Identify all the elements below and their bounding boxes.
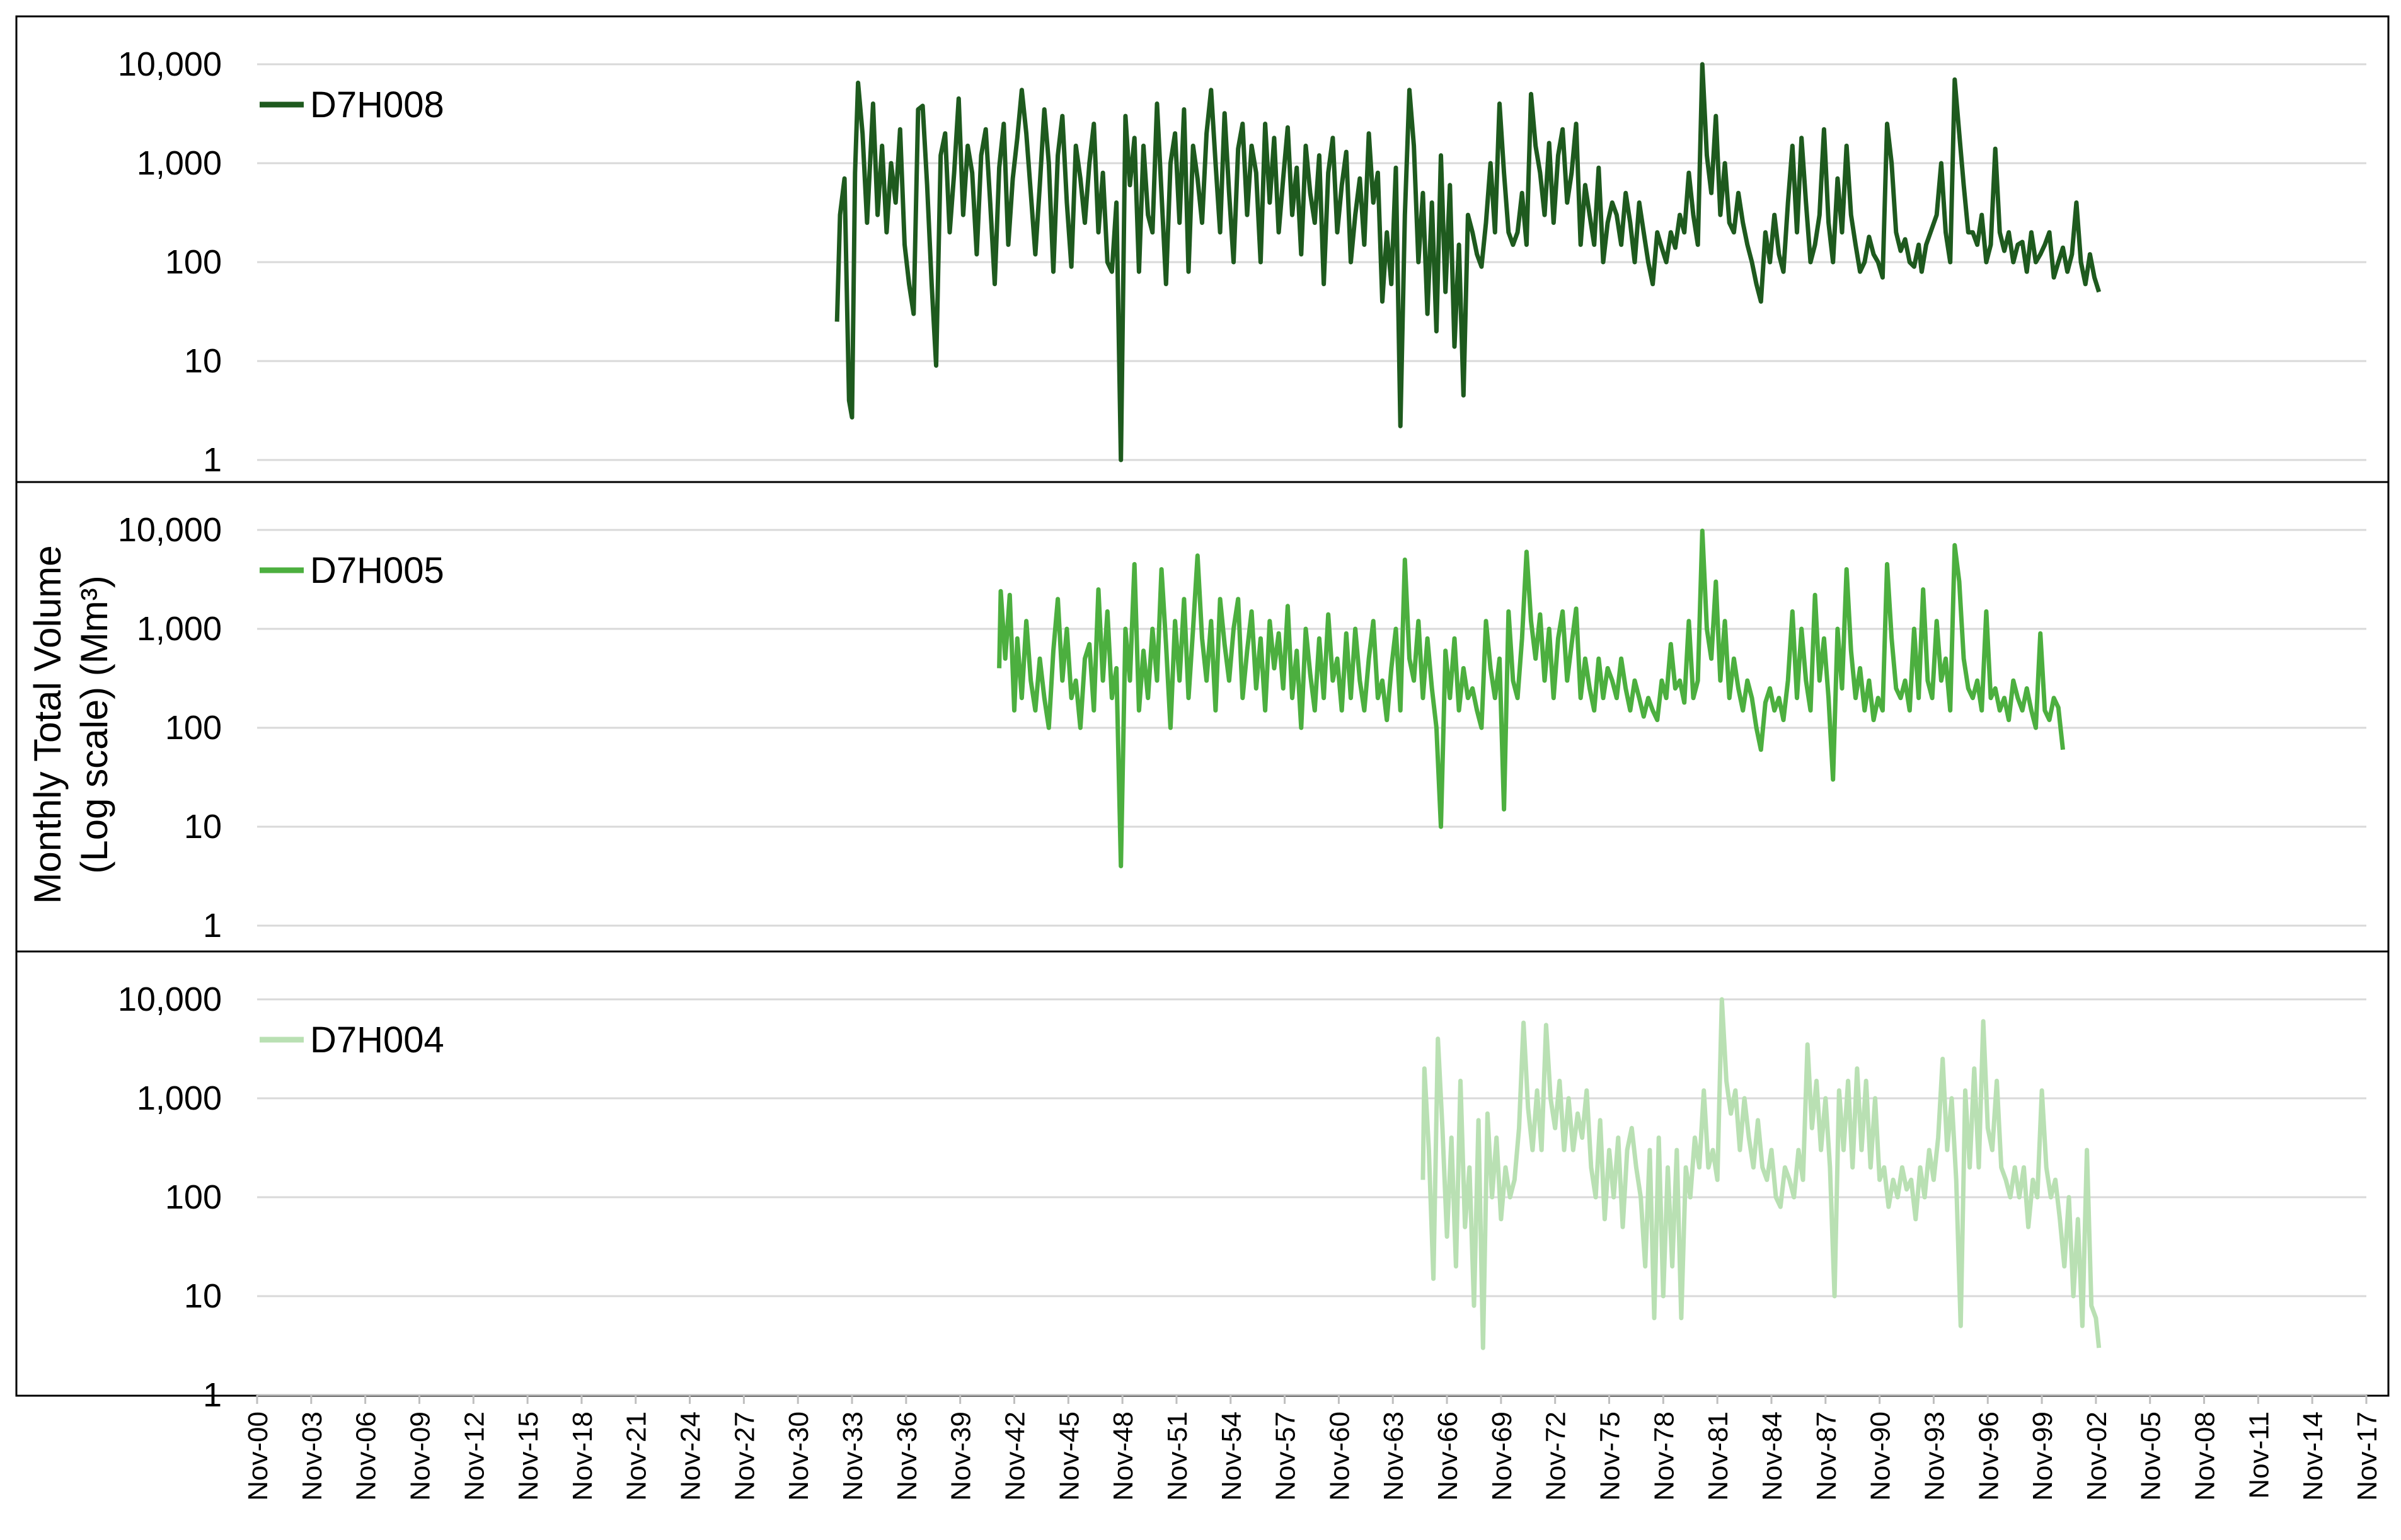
x-tick-label: Nov-17 bbox=[2352, 1411, 2383, 1501]
panel-d7h004: 10,000 1,000 100 10 1 D7H004 bbox=[16, 950, 2388, 1414]
x-tick-label: Nov-87 bbox=[1811, 1411, 1842, 1501]
y-tick-label: 10,000 bbox=[118, 45, 222, 83]
x-tick-label: Nov-93 bbox=[1919, 1411, 1950, 1501]
y-tick-label: 1 bbox=[203, 441, 222, 479]
x-tick-label: Nov-81 bbox=[1703, 1411, 1734, 1501]
x-tick-label: Nov-72 bbox=[1541, 1411, 1572, 1501]
y-tick-label: 1,000 bbox=[137, 144, 222, 182]
x-tick-label: Nov-12 bbox=[459, 1411, 490, 1501]
x-tick-label: Nov-24 bbox=[676, 1411, 706, 1501]
y-tick-label: 10 bbox=[184, 342, 222, 380]
x-tick-label: Nov-57 bbox=[1270, 1411, 1301, 1501]
x-tick-label: Nov-27 bbox=[729, 1411, 760, 1501]
y-tick-label: 1 bbox=[203, 907, 222, 945]
x-tick-label: Nov-39 bbox=[946, 1411, 977, 1501]
y-tick-label: 10,000 bbox=[118, 511, 222, 549]
x-tick-label: Nov-02 bbox=[2081, 1411, 2112, 1501]
y-axis-title-line2: (Log scale) (Mm³) bbox=[73, 575, 115, 873]
x-tick-label: Nov-15 bbox=[513, 1411, 544, 1501]
x-tick-label: Nov-99 bbox=[2027, 1411, 2058, 1501]
panel-d7h008: 10,000 1,000 100 10 1 D7H008 bbox=[118, 45, 2366, 479]
x-tick-label: Nov-33 bbox=[838, 1411, 868, 1501]
y-tick-label: 100 bbox=[165, 243, 222, 281]
x-tick-label: Nov-96 bbox=[1973, 1411, 2004, 1501]
x-tick-label: Nov-63 bbox=[1378, 1411, 1409, 1501]
y-tick-label: 100 bbox=[165, 1178, 222, 1216]
legend-label: D7H005 bbox=[310, 550, 444, 591]
x-tick-label: Nov-84 bbox=[1757, 1411, 1788, 1501]
x-tick-label: Nov-54 bbox=[1216, 1411, 1247, 1501]
y-tick-label: 1,000 bbox=[137, 610, 222, 648]
y-tick-label: 10 bbox=[184, 808, 222, 846]
x-tick-label: Nov-48 bbox=[1108, 1411, 1139, 1501]
legend-label: D7H008 bbox=[310, 84, 444, 125]
x-tick-label: Nov-00 bbox=[243, 1411, 273, 1501]
x-tick-label: Nov-51 bbox=[1162, 1411, 1193, 1501]
y-tick-label: 1 bbox=[203, 1376, 222, 1414]
panel-d7h005: 10,000 1,000 100 10 1 D7H005 bbox=[16, 481, 2388, 945]
y-tick-label: 1,000 bbox=[137, 1079, 222, 1117]
x-tick-label: Nov-18 bbox=[567, 1411, 598, 1501]
legend-label: D7H004 bbox=[310, 1020, 444, 1060]
y-tick-label: 10,000 bbox=[118, 980, 222, 1018]
x-tick-label: Nov-69 bbox=[1487, 1411, 1517, 1501]
x-tick-label: Nov-75 bbox=[1595, 1411, 1626, 1501]
x-tick-label: Nov-45 bbox=[1054, 1411, 1085, 1501]
x-tick-label: Nov-36 bbox=[892, 1411, 923, 1501]
x-tick-label: Nov-05 bbox=[2136, 1411, 2167, 1501]
x-tick-label: Nov-60 bbox=[1324, 1411, 1355, 1501]
y-tick-label: 10 bbox=[184, 1277, 222, 1315]
x-tick-label: Nov-09 bbox=[405, 1411, 435, 1501]
x-tick-label: Nov-11 bbox=[2243, 1411, 2274, 1499]
series-line-d7h005 bbox=[997, 528, 2065, 868]
x-tick-label: Nov-42 bbox=[999, 1411, 1030, 1501]
x-tick-label: Nov-14 bbox=[2298, 1411, 2329, 1501]
series-line-d7h008 bbox=[834, 62, 2102, 463]
series-line-d7h004 bbox=[1420, 997, 2102, 1350]
x-tick-label: Nov-21 bbox=[621, 1411, 652, 1501]
x-tick-label: Nov-90 bbox=[1865, 1411, 1896, 1501]
x-tick-label: Nov-06 bbox=[351, 1411, 382, 1501]
x-tick-label: Nov-08 bbox=[2190, 1411, 2221, 1501]
y-tick-label: 100 bbox=[165, 709, 222, 747]
y-axis-title-line1: Monthly Total Volume bbox=[26, 545, 69, 904]
x-tick-label: Nov-78 bbox=[1649, 1411, 1679, 1501]
x-tick-label: Nov-30 bbox=[783, 1411, 814, 1501]
x-tick-label: Nov-03 bbox=[297, 1411, 328, 1501]
x-tick-label: Nov-66 bbox=[1432, 1411, 1463, 1501]
